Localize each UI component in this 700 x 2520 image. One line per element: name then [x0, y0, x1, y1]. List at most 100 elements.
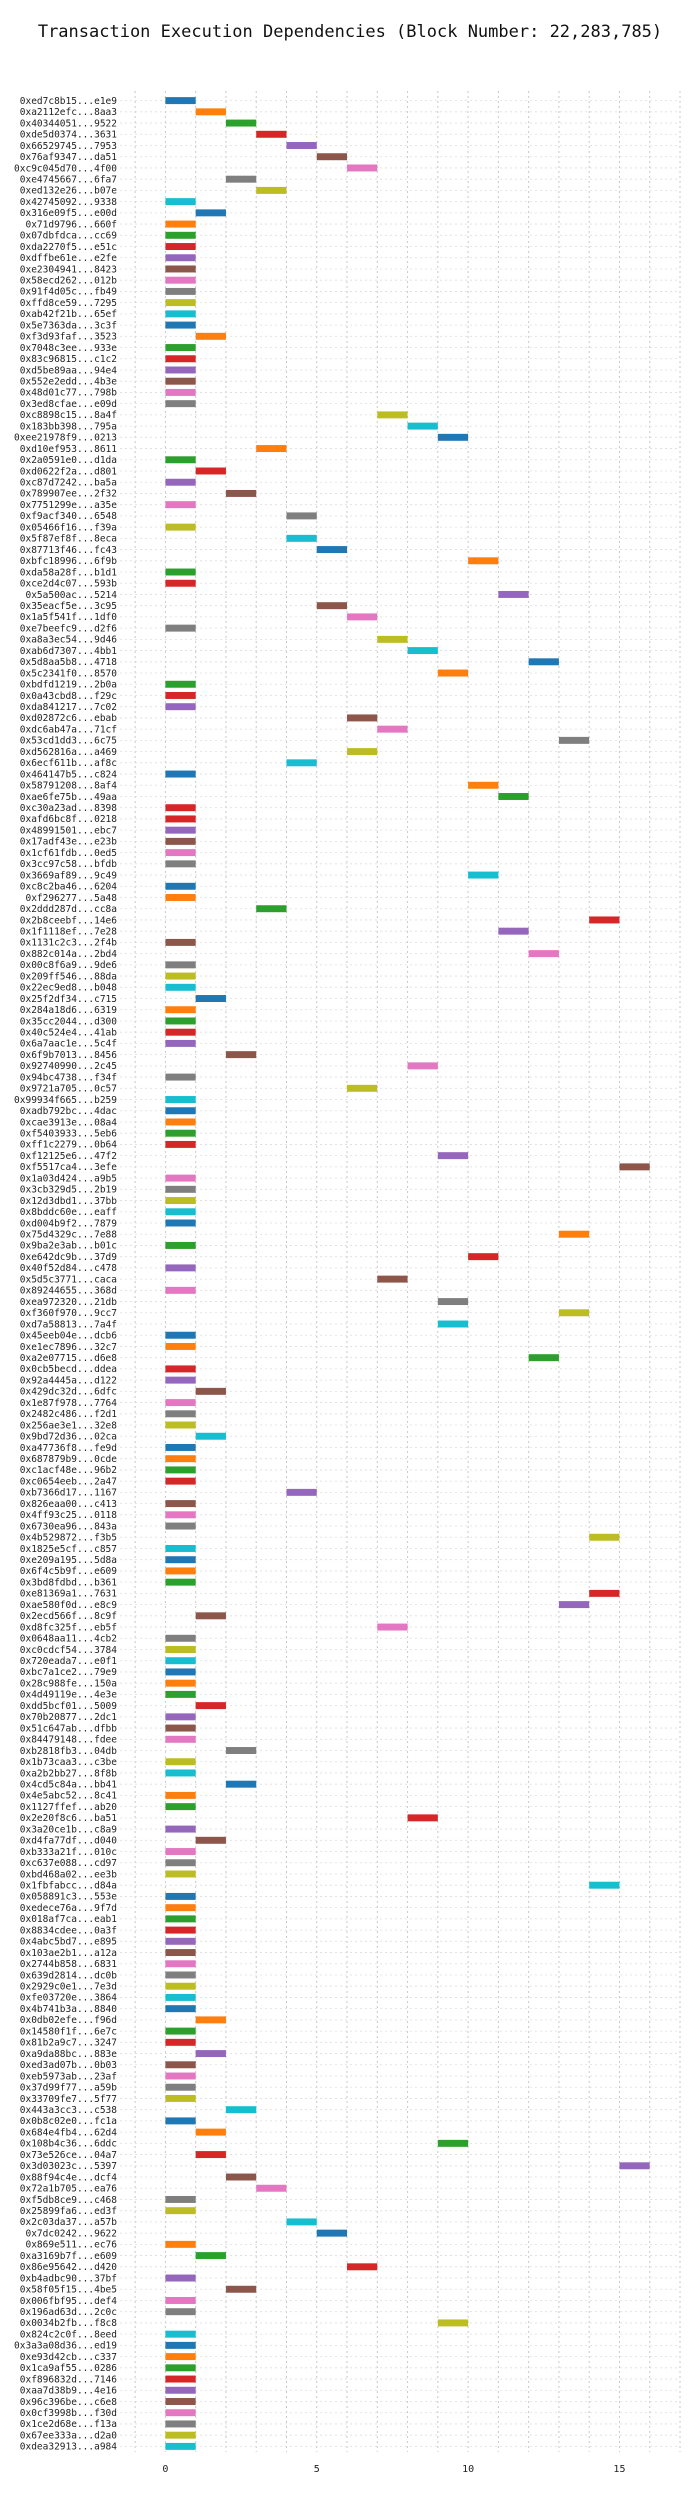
transaction-hash-label: 0xbd468a02...ee3b [20, 1869, 118, 1880]
transaction-hash-label: 0xc637e088...cd97 [20, 1858, 117, 1869]
transaction-hash-label: 0x5d8aa5b8...4718 [20, 657, 118, 668]
transaction-hash-label: 0xaa7d38b9...4e16 [20, 2386, 118, 2397]
transaction-hash-label: 0x1a5f541f...1df0 [20, 612, 118, 623]
dependency-bar [286, 512, 317, 520]
transaction-hash-label: 0x4b529872...f3b5 [20, 1533, 117, 1544]
chart-title: Transaction Execution Dependencies (Bloc… [37, 22, 663, 42]
dependency-bar [558, 1230, 590, 1238]
dependency-bar [165, 1937, 196, 1945]
transaction-hash-label: 0x94bc4738...f34f [20, 1072, 117, 1083]
transaction-hash-label: 0x66529745...7953 [20, 141, 117, 152]
transaction-hash-label: 0xff1c2279...0b64 [20, 1140, 118, 1151]
transaction-hash-label: 0xb7366d17...1167 [20, 1488, 117, 1499]
transaction-hash-label: 0x5f87ef8f...8eca [20, 534, 117, 545]
transaction-hash-label: 0x2929c0e1...7e3d [20, 1982, 117, 1993]
dependency-bar [165, 1993, 196, 2001]
dependency-bar [347, 1084, 378, 1092]
dependency-bar [165, 804, 196, 812]
transaction-hash-label: 0x720eada7...e0f1 [20, 1656, 118, 1667]
dependency-bar [165, 1724, 196, 1732]
dependency-bar [165, 1455, 196, 1463]
dependency-bar [165, 1803, 196, 1811]
dependency-bar [316, 546, 348, 554]
dependency-bar [407, 422, 438, 430]
dependency-bar [165, 1096, 196, 1104]
dependency-bar [256, 2184, 287, 2192]
dependency-bar [165, 1197, 196, 1205]
transaction-hash-label: 0xf360f970...9cc7 [20, 1308, 117, 1319]
transaction-hash-label: 0x45eeb04e...dcb6 [20, 1331, 118, 1342]
transaction-hash-label: 0xf5db8ce9...c468 [20, 2195, 118, 2206]
transaction-hash-label: 0xc8c2ba46...6204 [20, 882, 118, 893]
transaction-hash-label: 0xd4fa77df...d040 [20, 1836, 118, 1847]
transaction-hash-label: 0x0cb5becd...ddea [20, 1364, 117, 1375]
x-tick-label: 15 [613, 2464, 625, 2475]
dependency-bar [165, 2094, 196, 2102]
dependency-bar [407, 647, 438, 655]
transaction-hash-label: 0x17adf43e...e23b [20, 837, 118, 848]
transaction-hash-label: 0xdffbe61e...e2fe [20, 253, 118, 264]
dependency-bar [165, 1331, 196, 1339]
dependency-bar [165, 1892, 196, 1900]
dependency-bar [165, 2386, 196, 2394]
transaction-hash-label: 0x51c647ab...dfbb [20, 1723, 118, 1734]
dependency-bar [165, 377, 196, 385]
dependency-bar [316, 602, 348, 610]
dependency-bar [468, 557, 499, 565]
dependency-bar [165, 1219, 196, 1227]
transaction-hash-label: 0x0db02efe...f96d [20, 2015, 117, 2026]
dependency-bar [437, 669, 469, 677]
dependency-bar [558, 736, 590, 744]
dependency-bar [165, 1791, 196, 1799]
dependency-bar [286, 534, 317, 542]
dependency-bar [528, 950, 559, 958]
dependency-bar [256, 130, 287, 138]
transaction-hash-label: 0xe4745667...6fa7 [20, 174, 117, 185]
transaction-hash-label: 0x443a3cc3...c538 [20, 2105, 118, 2116]
dependency-bar [165, 624, 196, 632]
transaction-hash-label: 0x0648aa11...4cb2 [20, 1634, 117, 1645]
transaction-hash-label: 0x86e95642...d420 [20, 2262, 118, 2273]
dependency-bar [377, 1275, 408, 1283]
transaction-hash-label: 0x284a18d6...6319 [20, 1005, 118, 1016]
dependency-bar [165, 2027, 196, 2035]
transaction-hash-label: 0x88f94c4e...dcf4 [20, 2172, 118, 2183]
transaction-hash-label: 0x639d2814...dc0b [20, 1970, 118, 1981]
dependency-bar [165, 1859, 196, 1867]
dependency-bar [195, 467, 226, 475]
transaction-hash-label: 0xa2e07715...d6e8 [20, 1353, 118, 1364]
dependency-bar [165, 2308, 196, 2316]
transaction-hash-label: 0xc9c045d70...4f00 [14, 163, 117, 174]
dependency-bar [377, 411, 408, 419]
dependency-bar [589, 916, 620, 924]
dependency-bar [165, 703, 196, 711]
transaction-hash-label: 0x58791208...8af4 [20, 781, 118, 792]
transaction-hash-label: 0x58f05f15...4be5 [20, 2285, 117, 2296]
transaction-hash-label: 0x256ae3e1...32e8 [20, 1420, 118, 1431]
transaction-hash-label: 0xadb792bc...4dac [20, 1106, 117, 1117]
transaction-hash-label: 0x2ddd287d...cc8a [20, 904, 117, 915]
dependency-bar [165, 1174, 196, 1182]
transaction-hash-label: 0xd562816a...a469 [20, 747, 118, 758]
dependency-bar [165, 1769, 196, 1777]
dependency-bar [286, 2218, 317, 2226]
dependency-bar [286, 142, 317, 149]
dependency-bar [225, 2285, 257, 2293]
transaction-hash-label: 0x3ed8cfae...e09d [20, 399, 117, 410]
transaction-hash-label: 0xde5d0374...3631 [20, 130, 118, 141]
transaction-hash-label: 0xf12125e6...47f2 [20, 1151, 117, 1162]
transaction-hash-label: 0xf296277...5a48 [25, 893, 117, 904]
dependency-bar [165, 2083, 196, 2091]
transaction-hash-label: 0x1b73caa3...c3be [20, 1757, 118, 1768]
dependency-bar [165, 1410, 196, 1418]
dependency-bar [225, 2173, 257, 2181]
transaction-hash-label: 0xfe03720e...3864 [20, 1993, 118, 2004]
dependency-bars [165, 97, 650, 2450]
transaction-hash-label: 0x40c524e4...41ab [20, 1027, 118, 1038]
dependency-bar [165, 1500, 196, 1508]
dependency-bar [165, 1567, 196, 1575]
transaction-hash-label: 0x4d49119e...4e3e [20, 1690, 118, 1701]
transaction-hash-label: 0x3669af89...9c49 [20, 870, 118, 881]
dependency-bar [165, 1657, 196, 1665]
